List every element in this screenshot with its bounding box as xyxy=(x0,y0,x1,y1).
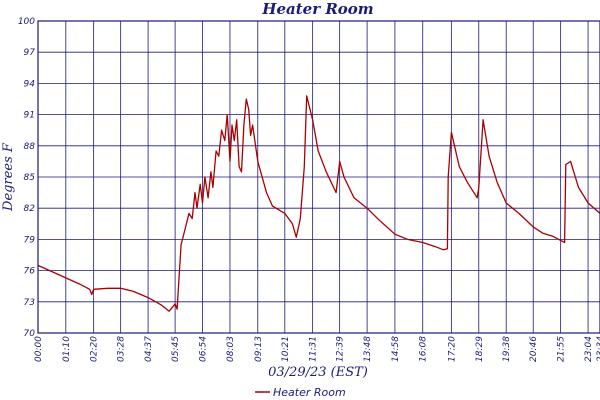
y-tick-label: 70 xyxy=(24,329,36,339)
y-tick-label: 97 xyxy=(24,48,36,58)
x-tick-label: 14:58 xyxy=(391,336,401,362)
y-tick-label: 76 xyxy=(24,267,36,277)
x-tick-label: 10:21 xyxy=(281,336,291,362)
y-tick-label: 82 xyxy=(24,204,36,214)
x-tick-label: 08:03 xyxy=(226,336,236,362)
y-tick-label: 85 xyxy=(24,173,36,183)
x-tick-label: 18:29 xyxy=(475,336,485,362)
y-tick-label: 91 xyxy=(24,111,35,121)
series-line xyxy=(37,95,600,312)
x-tick-label: 01:10 xyxy=(62,336,72,362)
x-axis-title: 03/29/23 (EST) xyxy=(268,365,368,380)
x-tick-label: 02:20 xyxy=(90,336,100,362)
y-tick-label: 94 xyxy=(24,79,36,89)
chart-title: Heater Room xyxy=(261,0,373,18)
x-tick-label: 05:45 xyxy=(171,336,181,362)
x-tick-labels: 00:00 01:10 02:20 03:28 04:37 05:45 06:54 08:03… xyxy=(34,336,600,362)
x-tick-label: 12:39 xyxy=(336,336,346,362)
x-tick-label: 23:04 xyxy=(584,336,594,362)
x-tick-label: 04:37 xyxy=(144,336,154,362)
x-tick-label: 13:48 xyxy=(363,336,373,362)
x-tick-label: 23:34 xyxy=(596,336,600,362)
grid xyxy=(37,20,600,334)
y-tick-label: 100 xyxy=(18,17,35,27)
x-tick-label: 21:55 xyxy=(557,336,567,362)
y-tick-label: 88 xyxy=(24,142,36,152)
x-tick-label: 20:46 xyxy=(529,336,539,362)
x-tick-label: 03:28 xyxy=(117,336,127,362)
x-tick-label: 00:00 xyxy=(34,336,44,362)
x-tick-label: 19:38 xyxy=(502,336,512,362)
legend: Heater Room xyxy=(255,386,346,399)
y-axis-title: Degrees F xyxy=(1,142,16,212)
y-tick-label: 73 xyxy=(24,298,36,308)
x-tick-label: 09:13 xyxy=(254,336,264,362)
x-tick-label: 16:08 xyxy=(419,336,429,362)
legend-label: Heater Room xyxy=(273,386,346,399)
x-tick-label: 11:31 xyxy=(309,336,319,362)
x-tick-label: 06:54 xyxy=(199,336,209,362)
y-tick-labels: 70 73 76 79 82 85 88 91 94 97 100 xyxy=(18,17,35,339)
y-tick-label: 79 xyxy=(24,235,36,245)
plot-frame xyxy=(37,20,600,334)
x-tick-label: 17:20 xyxy=(447,336,457,362)
